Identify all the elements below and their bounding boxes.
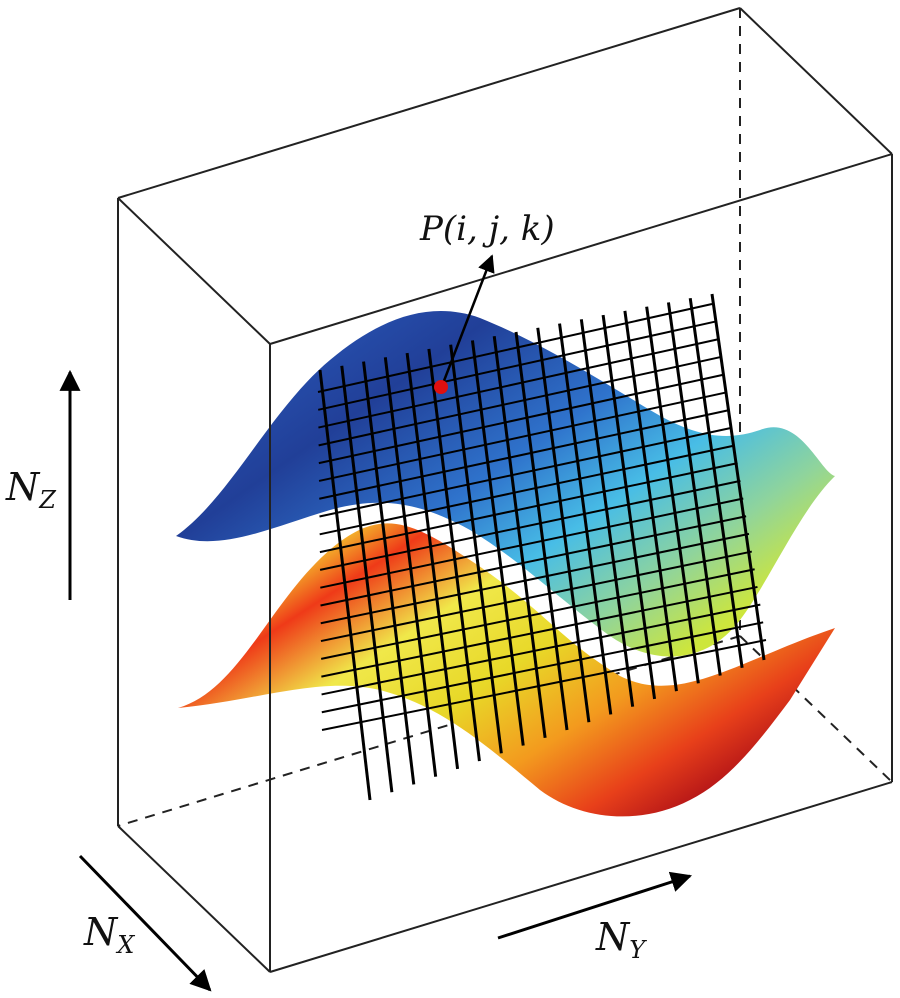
lower-surface	[178, 523, 835, 817]
axis-y-label: NY	[595, 915, 647, 964]
grid-line-horizontal	[320, 532, 750, 625]
grid-line-vertical	[405, 352, 460, 770]
grid-line-horizontal	[318, 338, 718, 429]
bounding-box-visible-edges	[117, 7, 893, 973]
grid-line-horizontal	[319, 479, 741, 571]
axis-x-label: NX	[83, 910, 135, 959]
upper-surface	[176, 311, 835, 657]
grid-line-vertical	[318, 369, 372, 801]
grid-line-horizontal	[318, 356, 721, 447]
grid-line-horizontal	[320, 497, 744, 589]
grid-line-horizontal	[318, 391, 727, 482]
axis-y-arrow	[497, 871, 692, 940]
grid-line-horizontal	[317, 303, 713, 393]
grid-line-horizontal	[321, 621, 764, 714]
grid-line-vertical	[536, 327, 591, 723]
point-p-label: P(i, j, k)	[419, 209, 555, 249]
grid-line-horizontal	[318, 373, 724, 465]
point-pointer-arrow	[440, 254, 495, 387]
grid-line-vertical	[558, 323, 613, 715]
grid-line-vertical	[470, 340, 525, 746]
grid-line-vertical	[579, 319, 635, 707]
grid-line-horizontal	[321, 603, 761, 696]
grid-line-horizontal	[321, 585, 758, 678]
grid-line-vertical	[710, 293, 766, 661]
grid-line-horizontal	[321, 639, 767, 731]
grid-line-vertical	[427, 348, 481, 762]
grid-line-vertical	[492, 336, 547, 738]
grid-line-vertical	[666, 302, 722, 676]
axis-z-label: NZ	[5, 465, 57, 514]
point-p-marker	[434, 380, 448, 394]
grid-line-horizontal	[319, 444, 735, 536]
grid-line-horizontal	[320, 515, 747, 607]
grid-line-vertical	[449, 344, 503, 754]
grid-line-vertical	[688, 298, 744, 668]
grid-line-horizontal	[317, 320, 716, 411]
grid-line-horizontal	[319, 462, 738, 554]
grid-line-horizontal	[319, 426, 733, 518]
grid-line-vertical	[340, 365, 394, 793]
grid-line-vertical	[383, 357, 438, 777]
grid-line-vertical	[601, 314, 657, 700]
grid-line-horizontal	[319, 409, 730, 500]
grid-line-horizontal	[320, 550, 752, 643]
grid-line-horizontal	[320, 568, 755, 660]
grid-line-vertical	[623, 310, 678, 692]
axis-x-arrow	[78, 854, 212, 992]
grid-mesh	[317, 293, 767, 801]
